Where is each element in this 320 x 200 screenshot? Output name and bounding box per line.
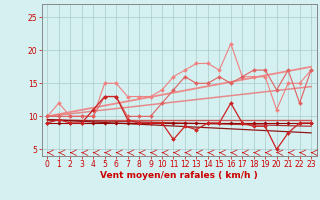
X-axis label: Vent moyen/en rafales ( km/h ): Vent moyen/en rafales ( km/h ): [100, 171, 258, 180]
